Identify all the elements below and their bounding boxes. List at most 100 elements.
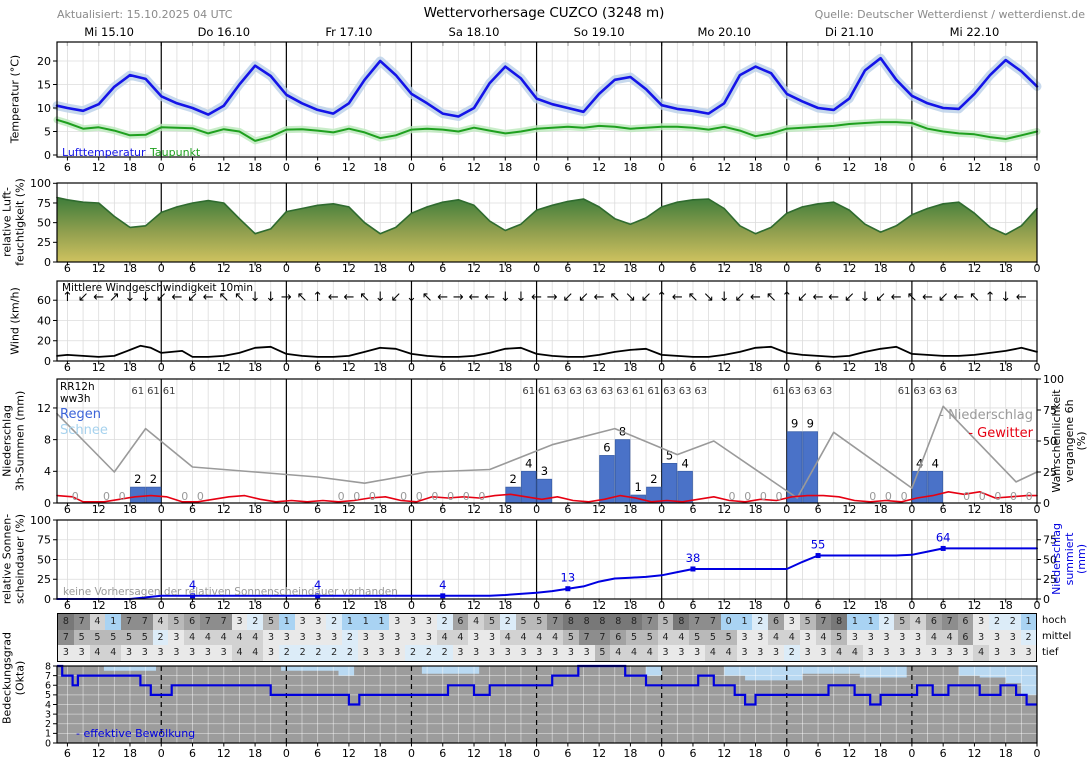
cloud-cell: 5 xyxy=(484,614,500,630)
cloud-cell: 3 xyxy=(989,645,1005,661)
cloud-cell: 8 xyxy=(831,614,848,630)
rain-bar xyxy=(599,455,615,504)
x-tick-label: 0 xyxy=(783,161,790,174)
cloud-cell: 5 xyxy=(594,645,611,661)
cloud-cell: 3 xyxy=(578,645,595,661)
cloud-cell: 0 xyxy=(720,614,737,630)
cloud-cell: 7 xyxy=(58,629,74,646)
y-tick-label: 5 xyxy=(44,125,51,138)
x-tick-label: 6 xyxy=(815,747,822,760)
cloud-cell: 3 xyxy=(689,645,706,661)
x-tick-label: 6 xyxy=(314,361,321,374)
cloud-cell: 2 xyxy=(989,614,1005,630)
x-tick-label: 6 xyxy=(689,503,696,516)
y-tick-label: 60 xyxy=(37,294,51,307)
x-tick-label: 0 xyxy=(658,161,665,174)
x-tick-label: 18 xyxy=(999,599,1013,612)
cloud-cell: 5 xyxy=(563,629,579,646)
cloud-cell: 2 xyxy=(436,645,453,661)
x-tick-label: 18 xyxy=(749,503,763,516)
x-tick-label: 6 xyxy=(314,503,321,516)
x-tick-label: 18 xyxy=(373,503,387,516)
rr12h-zero: 0 xyxy=(338,490,345,503)
cloud-cell: 4 xyxy=(468,614,485,630)
cloud-cell: 4 xyxy=(705,645,721,661)
rain-bar xyxy=(927,470,944,504)
x-tick-label: 12 xyxy=(92,361,106,374)
rain-bar xyxy=(661,462,678,504)
x-tick-label: 18 xyxy=(248,503,262,516)
rain-bar-value: 2 xyxy=(150,472,157,486)
cloud-cell: 3 xyxy=(783,614,800,630)
x-tick-label: 12 xyxy=(217,262,231,275)
cumulative-marker xyxy=(815,553,821,559)
right-tick-label: 0 xyxy=(1043,497,1050,510)
cloud-cell: 3 xyxy=(468,629,485,646)
cumulative-precip-line xyxy=(56,547,1038,600)
cloud-cell: 2 xyxy=(1020,629,1037,646)
wind-axis-label: Wind (km/h) xyxy=(8,287,22,355)
x-tick-label: 6 xyxy=(815,599,822,612)
rain-bar xyxy=(130,486,146,504)
y-tick-label: 0 xyxy=(44,497,51,510)
x-tick-label: 6 xyxy=(64,161,71,174)
wind-direction-arrow: ↓ xyxy=(250,290,261,305)
cumulative-value: 4 xyxy=(189,578,196,592)
x-tick-label: 18 xyxy=(874,262,888,275)
wind-direction-arrow: ↗ xyxy=(109,290,120,305)
rr12h-zero: 0 xyxy=(729,490,736,503)
x-tick-label: 18 xyxy=(999,747,1013,760)
cloud-cell: 5 xyxy=(105,629,122,646)
cloud-cell: 3 xyxy=(357,629,374,646)
x-tick-label: 0 xyxy=(408,599,415,612)
cloud-cell: 3 xyxy=(58,645,74,661)
cloud-cell: 3 xyxy=(231,614,248,630)
x-tick-label: 0 xyxy=(533,361,540,374)
x-tick-label: 0 xyxy=(1034,262,1041,275)
cloud-cell: 4 xyxy=(89,645,106,661)
x-tick-label: 6 xyxy=(189,161,196,174)
y-tick-label: 5 xyxy=(45,690,51,701)
x-tick-label: 12 xyxy=(92,599,106,612)
cloud-cell: 4 xyxy=(247,645,264,661)
cloud-cell: 8 xyxy=(578,614,595,630)
x-tick-label: 18 xyxy=(623,503,637,516)
cloud-cell: 3 xyxy=(941,645,958,661)
cloud-cell: 3 xyxy=(799,645,816,661)
x-tick-label: 18 xyxy=(123,161,137,174)
rr12h-zero: 0 xyxy=(1010,490,1017,503)
x-tick-label: 6 xyxy=(815,262,822,275)
wind-direction-arrow: ← xyxy=(891,290,902,305)
x-tick-label: 0 xyxy=(533,599,540,612)
x-tick-label: 12 xyxy=(592,161,606,174)
x-tick-label: 12 xyxy=(467,161,481,174)
x-tick-label: 18 xyxy=(498,161,512,174)
x-tick-label: 0 xyxy=(908,503,915,516)
y-tick-label: 1 xyxy=(45,729,51,740)
wind-direction-arrow: ← xyxy=(343,290,354,305)
cloud-cell: 7 xyxy=(815,614,832,630)
x-tick-label: 0 xyxy=(908,599,915,612)
cloud-cell: 1 xyxy=(278,614,295,630)
cloud-cell: 3 xyxy=(310,629,327,646)
cloud-cell: 8 xyxy=(563,614,579,630)
ww-code: 63 xyxy=(694,386,707,397)
right-tick-label: 75 xyxy=(1043,404,1057,417)
ww-code: 63 xyxy=(679,386,692,397)
x-tick-label: 18 xyxy=(623,747,637,760)
wind-direction-arrow: ← xyxy=(484,290,495,305)
y-tick-label: 100 xyxy=(30,514,51,527)
rr12h-zero: 0 xyxy=(400,490,407,503)
cloud-cell: 3 xyxy=(515,645,532,661)
x-tick-label: 12 xyxy=(967,262,981,275)
rr12h-zero: 0 xyxy=(775,490,782,503)
cumulative-marker xyxy=(690,566,696,572)
cloud-cell: 3 xyxy=(1004,629,1021,646)
cloud-cell: 5 xyxy=(263,614,279,630)
y-tick-label: 6 xyxy=(45,681,51,692)
y-tick-label: 7 xyxy=(45,671,51,682)
ww-code: 61 xyxy=(773,386,786,397)
x-tick-label: 0 xyxy=(908,361,915,374)
